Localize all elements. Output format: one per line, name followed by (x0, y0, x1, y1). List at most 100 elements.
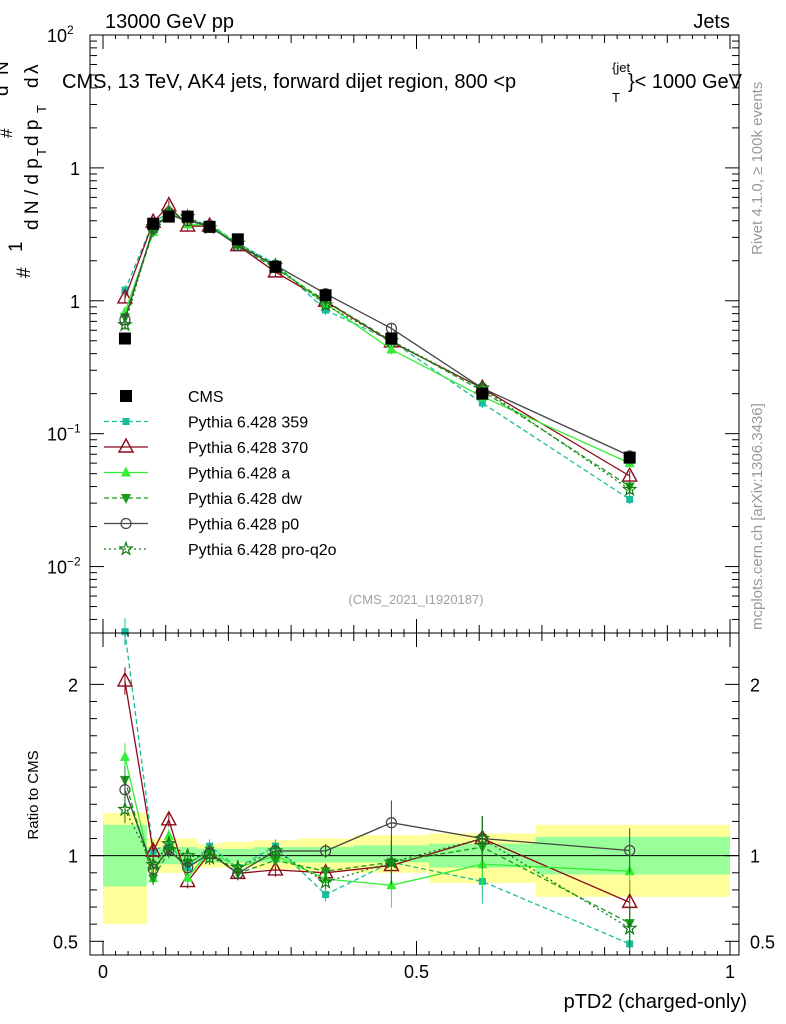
ratio-point-pythia-6-428-dw (270, 856, 281, 867)
y-tick-label: 1 (70, 292, 80, 312)
legend: CMS Pythia 6.428 359 Pythia 6.428 370 Pythi… (104, 389, 337, 559)
series-point-pythia-6-428-359 (626, 495, 634, 503)
ratio-point-pythia-6-428-p0 (624, 844, 636, 857)
header-left: 13000 GeV pp (105, 11, 234, 33)
cms-data-point (319, 289, 332, 302)
x-tick-label: 0 (98, 962, 108, 982)
ratio-point-pythia-6-428-dw (320, 867, 331, 878)
cms-data-point (385, 332, 398, 345)
ylabel-lambda: λ (22, 64, 43, 74)
legend-label: Pythia 6.428 359 (188, 415, 308, 432)
cms-data-point (147, 217, 160, 230)
analysis-label: (CMS_2021_I1920187) (348, 592, 483, 607)
ylabel-one: 1 (6, 241, 27, 252)
series-point-pythia-6-428-pro-q2o (317, 296, 334, 312)
ratio-y-tick-label-right: 0.5 (750, 932, 775, 952)
ratio-point-pythia-6-428-pro-q2o (383, 853, 400, 869)
ratio-point-pythia-6-428-a (163, 829, 174, 840)
y-tick-exponent: −1 (67, 422, 81, 436)
title-sup: {jet (612, 60, 630, 75)
ylabel-dndpt: d N / d p (22, 158, 43, 230)
ratio-y-tick-label-right: 2 (750, 675, 760, 695)
cms-data-point (231, 233, 244, 246)
legend-marker (118, 540, 134, 556)
legend-label: CMS (188, 389, 224, 406)
x-tick-label: 1 (725, 962, 735, 982)
series-point-pythia-6-428-a (386, 343, 397, 354)
ylabel-dp: d p (22, 120, 43, 146)
cms-data-point (476, 387, 489, 400)
y-tick-label: 10 (47, 558, 67, 578)
ratio-point-pythia-6-428-pro-q2o (229, 859, 246, 875)
ylabel-t1: T (34, 148, 49, 156)
cms-data-point (623, 451, 636, 464)
ylabel-hash2: # (0, 128, 16, 138)
legend-marker (122, 418, 130, 425)
ratio-point-pythia-6-428-370 (144, 841, 162, 857)
ratio-y-tick-label: 0.5 (53, 932, 78, 952)
ratio-point-pythia-6-428-359 (322, 891, 330, 899)
side-label-top: Rivet 4.1.0, ≥ 100k events (749, 82, 766, 255)
ratio-point-pythia-6-428-p0 (182, 862, 194, 874)
series-point-pythia-6-428-359 (322, 306, 330, 314)
series-point-pythia-6-428-pro-q2o (621, 481, 638, 497)
ratio-point-pythia-6-428-pro-q2o (474, 830, 491, 846)
legend-label: Pythia 6.428 pro-q2o (188, 542, 337, 559)
y-tick-label: 10 (47, 425, 67, 445)
y-tick-exponent: −2 (67, 555, 81, 569)
ratio-y-label: Ratio to CMS (25, 750, 42, 839)
ylabel-t2: T (34, 105, 49, 113)
ratio-line-pythia-6-428-359 (124, 631, 630, 945)
cms-data-point (181, 210, 194, 223)
ratio-point-pythia-6-428-p0 (319, 845, 332, 857)
ratio-panel: 0 0.5 1 2 2 1 1 0.5 0.5 Ratio to CMS (25, 617, 775, 982)
series-point-pythia-6-428-pro-q2o (117, 316, 133, 332)
legend-marker (120, 390, 132, 402)
legend-label: Pythia 6.428 a (188, 466, 290, 483)
series-line-pythia-6-428-370 (124, 204, 631, 477)
title-end: }< 1000 GeV (628, 71, 743, 93)
x-tick-label: 0.5 (404, 962, 429, 982)
y-axis-label: # 1 d N / d p T # d p T d 2 N d λ (0, 61, 49, 278)
ratio-point-pythia-6-428-p0 (119, 784, 131, 796)
cms-data-point (269, 260, 282, 273)
ratio-point-pythia-6-428-370 (116, 671, 134, 687)
ratio-point-pythia-6-428-pro-q2o (267, 842, 284, 858)
title-sub: T (612, 90, 620, 105)
ratio-frame (89, 632, 740, 956)
cms-data-point (203, 220, 216, 233)
ratio-point-pythia-6-428-dw (148, 874, 159, 885)
ratio-point-pythia-6-428-370 (267, 860, 284, 876)
header-right: Jets (693, 11, 730, 33)
ratio-point-pythia-6-428-pro-q2o (160, 835, 177, 851)
series-point-pythia-6-428-370 (116, 288, 134, 304)
ylabel-n: N (0, 61, 13, 75)
series-point-pythia-6-428-359 (478, 399, 486, 407)
ratio-y-tick-label-right: 1 (750, 847, 760, 867)
ratio-point-pythia-6-428-a (119, 750, 130, 761)
x-axis-label: pTD2 (charged-only) (564, 991, 747, 1013)
ylabel-d2: d (22, 77, 43, 88)
legend-label: Pythia 6.428 370 (188, 440, 308, 457)
y-tick-label: 1 (70, 159, 80, 179)
legend-label: Pythia 6.428 p0 (188, 517, 299, 534)
legend-marker (117, 437, 135, 453)
side-label-bottom: mcplots.cern.ch [arXiv:1306.3436] (749, 403, 766, 630)
ratio-point-pythia-6-428-pro-q2o (621, 919, 638, 936)
ratio-point-pythia-6-428-370 (160, 810, 178, 826)
ratio-point-pythia-6-428-pro-q2o (317, 873, 334, 889)
ratio-y-tick-label: 1 (68, 847, 78, 867)
ratio-point-pythia-6-428-pro-q2o (145, 856, 162, 872)
ratio-point-pythia-6-428-pro-q2o (117, 801, 133, 817)
cms-data-point (162, 210, 175, 223)
ratio-point-pythia-6-428-p0 (385, 817, 398, 829)
legend-marker (121, 466, 131, 477)
cms-data-point (118, 332, 131, 345)
series-point-pythia-6-428-370 (621, 466, 638, 482)
ylabel-hash1: # (14, 267, 35, 278)
y-tick-exponent: 2 (67, 23, 74, 37)
ratio-y-tick-label: 2 (68, 675, 78, 695)
legend-label: Pythia 6.428 dw (188, 491, 302, 508)
